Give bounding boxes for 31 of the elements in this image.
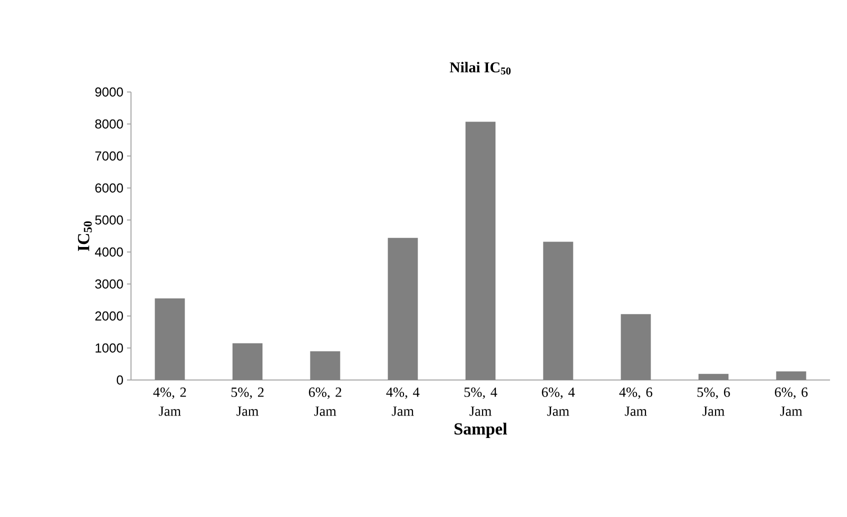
bar [466, 122, 496, 380]
x-tick-label: 5%, 4 Jam [464, 388, 498, 416]
y-tick-label: 3000 [95, 279, 123, 289]
y-tick-label: 9000 [95, 87, 123, 97]
bar [154, 298, 185, 380]
x-tick-label: 6%, 2 Jam [308, 388, 342, 416]
bar [310, 351, 340, 380]
bar [543, 242, 574, 380]
y-axis-title: IC$_{50}$ [78, 221, 92, 252]
y-tick-label: 8000 [95, 119, 123, 129]
y-tick-label: 2000 [95, 311, 123, 321]
bar [232, 343, 262, 380]
bar [776, 371, 806, 380]
bar [698, 374, 729, 380]
x-axis-title: Sampel [454, 422, 508, 438]
bar [620, 314, 651, 380]
x-tick-label: 5%, 2 Jam [231, 388, 264, 416]
y-tick-label: 0 [116, 375, 123, 385]
y-tick-label: 6000 [95, 183, 123, 193]
x-tick-label: 5%, 6 Jam [697, 388, 730, 416]
x-tick-label: 4%, 2 Jam [153, 388, 186, 416]
chart-title: Nilai IC$_{50}$ [450, 62, 511, 75]
x-tick-label: 6%, 6 Jam [774, 388, 808, 416]
x-tick-label: 6%, 4 Jam [542, 388, 575, 416]
bar [388, 238, 418, 380]
y-tick-label: 7000 [95, 151, 123, 161]
y-tick-label: 5000 [95, 215, 123, 225]
y-tick-label: 1000 [96, 343, 123, 353]
x-tick-label: 4%, 6 Jam [619, 388, 652, 416]
y-tick-label: 4000 [94, 247, 123, 257]
x-tick-label: 4%, 4 Jam [386, 388, 420, 416]
